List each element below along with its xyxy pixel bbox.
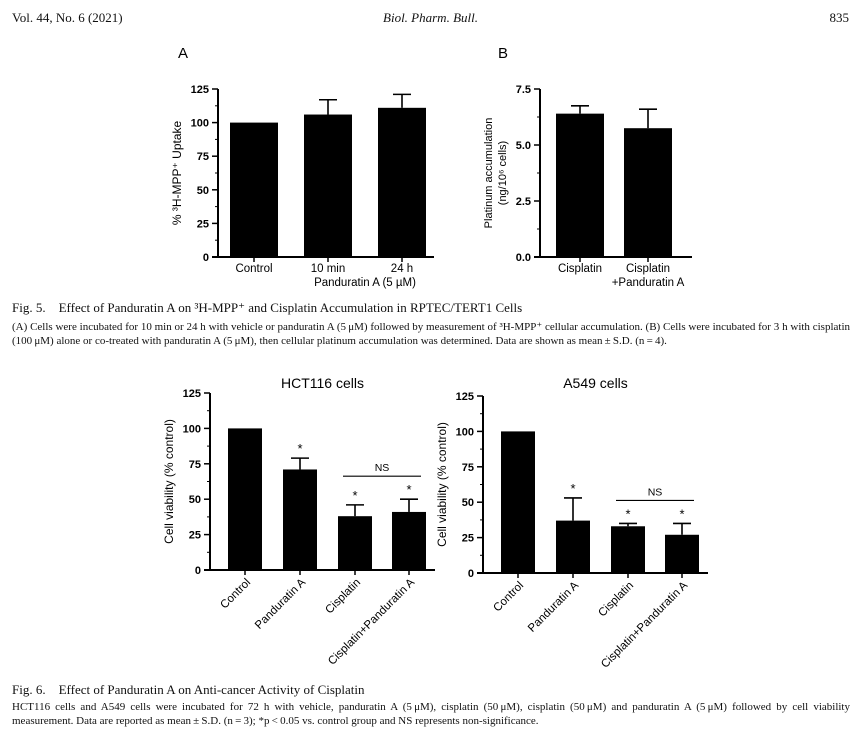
x-tick-label-group: Panduratin A <box>253 576 308 631</box>
y-tick-label: 125 <box>183 388 201 400</box>
bar <box>624 128 672 257</box>
y-axis-label: Platinum accumulation <box>483 118 495 229</box>
figure-6-caption-title: Fig. 6. Effect of Panduratin A on Anti-c… <box>12 682 365 697</box>
ns-label: NS <box>375 462 390 474</box>
running-header-page-number: 835 <box>829 10 850 25</box>
chart-title: A549 cells <box>563 375 628 391</box>
x-tick-label: Cisplatin <box>626 263 670 275</box>
figure-6-hct116-chart: HCT116 cells 0 25 50 75 100 125 Cell viability … <box>162 375 435 668</box>
y-axis-label-group: Platinum accumulation (ng/10⁶ cells) <box>483 118 509 229</box>
figure-5-caption-title: Fig. 5. Effect of Panduratin A on ³H-MPP… <box>12 300 523 315</box>
y-tick-label: 5.0 <box>516 140 531 152</box>
y-tick-label: 100 <box>456 426 474 438</box>
significance-marker: * <box>625 506 630 521</box>
y-tick-label: 50 <box>197 185 209 197</box>
x-tick-label-line2: +Panduratin A <box>612 277 685 289</box>
y-tick-label: 125 <box>191 84 209 96</box>
y-tick-label: 50 <box>189 494 201 506</box>
x-tick-label: 10 min <box>311 263 346 275</box>
y-axis-label-units: (ng/10⁶ cells) <box>497 141 509 205</box>
y-tick-label: 50 <box>462 497 474 509</box>
y-tick-label: 75 <box>197 151 209 163</box>
panel-label: B <box>498 45 508 62</box>
bar <box>556 113 604 257</box>
y-tick-label: 0 <box>468 568 474 580</box>
y-axis-label: Cell viability (% control) <box>435 422 449 547</box>
x-tick-label-group: Panduratin A <box>526 579 581 634</box>
y-tick-label: 0.0 <box>516 252 531 264</box>
chart-title: HCT116 cells <box>281 375 364 391</box>
x-tick-label: Panduratin A <box>526 579 581 634</box>
y-axis-label-group: % ³H-MPP⁺ Uptake <box>170 120 184 225</box>
x-tick-label-group: Cisplatin <box>596 580 636 620</box>
significance-marker: * <box>352 488 357 503</box>
significance-marker: * <box>570 481 575 496</box>
figure-5a-chart: A 0 25 50 75 100 125 % ³H-MPP⁺ Uptake Control 10 … <box>170 45 434 289</box>
group-label: Panduratin A (5 µM) <box>314 277 416 289</box>
y-tick-label: 75 <box>462 462 474 474</box>
y-tick-label: 75 <box>189 459 201 471</box>
y-tick-label: 125 <box>456 391 474 403</box>
y-tick-label: 25 <box>197 218 209 230</box>
bar <box>283 469 317 570</box>
bar <box>611 526 645 573</box>
y-tick-label: 100 <box>191 118 209 130</box>
bar <box>501 431 535 573</box>
running-header-journal: Biol. Pharm. Bull. <box>383 10 478 25</box>
x-tick-label: 24 h <box>391 263 413 275</box>
y-axis-label: % ³H-MPP⁺ Uptake <box>170 120 184 225</box>
x-tick-label-group: Control <box>491 580 526 615</box>
y-tick-label: 0 <box>195 565 201 577</box>
x-tick-label: Control <box>491 580 526 615</box>
panel-label: A <box>178 45 188 62</box>
figure-5-caption-body: (A) Cells were incubated for 10 min or 2… <box>12 321 850 347</box>
x-tick-label-group: Control <box>218 577 253 612</box>
y-axis-label: Cell viability (% control) <box>162 419 176 544</box>
ns-label: NS <box>648 486 663 498</box>
significance-marker: * <box>406 482 411 497</box>
bar <box>556 520 590 573</box>
figure-6-caption-body: HCT116 cells and A549 cells were incubat… <box>12 701 850 727</box>
y-tick-label: 0 <box>203 252 209 264</box>
bar <box>228 428 262 570</box>
y-tick-label: 25 <box>462 533 474 545</box>
y-tick-label: 7.5 <box>516 84 531 96</box>
figure-6-a549-chart: A549 cells 0 25 50 75 100 125 Cell viability (%… <box>435 375 708 671</box>
y-tick-label: 25 <box>189 530 201 542</box>
bar <box>304 114 352 257</box>
x-tick-label: Cisplatin <box>323 577 363 617</box>
significance-marker: * <box>297 441 302 456</box>
y-tick-label: 2.5 <box>516 196 531 208</box>
x-tick-label: Control <box>235 263 272 275</box>
bar <box>665 534 699 573</box>
y-tick-label: 100 <box>183 423 201 435</box>
figure-5b-chart: B 0.0 2.5 5.0 7.5 Platinum accumulation (ng/10… <box>483 45 692 289</box>
significance-marker: * <box>679 506 684 521</box>
x-tick-label: Control <box>218 577 253 612</box>
bar <box>392 511 426 570</box>
bar <box>338 516 372 570</box>
x-tick-label: Panduratin A <box>253 576 308 631</box>
x-tick-label-group: Cisplatin <box>323 577 363 617</box>
y-axis-label-group: Cell viability (% control) <box>162 419 176 544</box>
running-header-volume: Vol. 44, No. 6 (2021) <box>12 10 123 25</box>
x-tick-label: Cisplatin <box>596 580 636 620</box>
x-tick-label: Cisplatin <box>558 263 602 275</box>
bar <box>230 122 278 257</box>
bar <box>378 107 426 257</box>
y-axis-label-group: Cell viability (% control) <box>435 422 449 547</box>
